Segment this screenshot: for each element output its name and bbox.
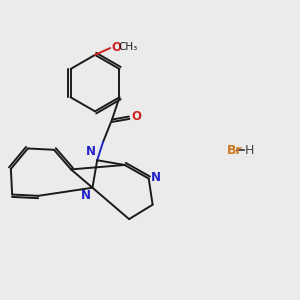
Text: N: N	[86, 146, 96, 158]
Text: N: N	[81, 189, 91, 202]
Text: O: O	[131, 110, 141, 123]
Text: Br: Br	[227, 143, 243, 157]
Text: H: H	[244, 143, 254, 157]
Text: N: N	[151, 172, 160, 184]
Text: CH₃: CH₃	[118, 43, 137, 52]
Text: O: O	[111, 41, 122, 54]
